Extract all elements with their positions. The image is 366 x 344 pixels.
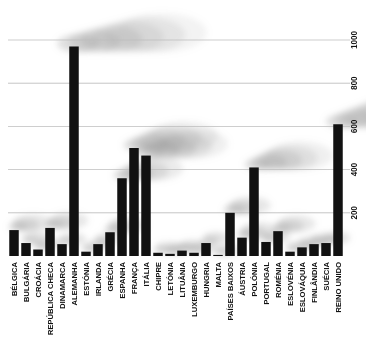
- bar: [45, 227, 55, 256]
- bar: [225, 212, 235, 256]
- x-category-label: PORTUGAL: [262, 262, 271, 305]
- smoke-puff: [49, 212, 89, 229]
- smoke-puff: [116, 12, 207, 53]
- x-category-label: ITÁLIA: [142, 261, 151, 286]
- bar: [309, 244, 319, 256]
- bar: [333, 124, 343, 257]
- x-category-label: REINO UNIDO: [334, 262, 343, 313]
- y-axis-tick-labels: 200 400 600 800 1000: [350, 31, 359, 220]
- bar: [321, 243, 331, 256]
- bar: [261, 241, 271, 256]
- bar: [105, 232, 115, 256]
- bar: [153, 252, 163, 256]
- smoke-puff: [267, 141, 333, 170]
- bar: [177, 250, 187, 256]
- y-tick-label: 400: [350, 162, 359, 176]
- x-axis-category-labels: BÉLGICA BULGÁRIA CROÁCIA REPÚBLICA CHECA DIN…: [10, 261, 343, 335]
- x-category-label: ÁUSTRIA: [238, 261, 247, 295]
- x-category-label: REPÚBLICA CHECA: [46, 261, 55, 335]
- x-category-label: CROÁCIA: [34, 261, 43, 297]
- bar: [237, 237, 247, 256]
- x-category-label: DINAMARCA: [58, 261, 67, 308]
- bar: [81, 251, 91, 256]
- x-category-label: ALEMANHA: [70, 261, 79, 305]
- bar: [165, 253, 175, 256]
- smoke-puff: [161, 129, 229, 159]
- x-category-label: GRÉCIA: [106, 261, 115, 291]
- bar: [93, 244, 103, 256]
- bar: [297, 247, 307, 256]
- x-category-label: ESLOVÉNIA: [286, 261, 295, 305]
- y-tick-label: 1000: [350, 31, 359, 49]
- bar: [285, 251, 295, 256]
- x-category-label: LUXEMBURGO: [190, 262, 199, 317]
- x-category-label: POLÓNIA: [250, 261, 259, 296]
- smoke-puff: [357, 102, 366, 123]
- x-category-label: IRLANDA: [94, 261, 103, 296]
- y-tick-label: 200: [350, 206, 359, 220]
- x-category-label: LITUÂNIA: [178, 261, 187, 297]
- bar: [273, 231, 283, 256]
- bar: [129, 148, 139, 256]
- x-category-label: ESPANHA: [118, 261, 127, 298]
- x-category-label: PAÍSES BAIXOS: [226, 262, 235, 321]
- x-category-label: CHIPRE: [154, 262, 163, 291]
- bar: [117, 178, 127, 256]
- x-category-label: FRANÇA: [130, 261, 139, 294]
- x-category-label: BÉLGICA: [10, 261, 19, 296]
- y-tick-label: 600: [350, 119, 359, 133]
- bar: [249, 167, 259, 256]
- bar: [33, 249, 43, 256]
- x-category-label: BULGÁRIA: [22, 261, 31, 302]
- smoke-decoration: [8, 12, 366, 256]
- bar: [69, 46, 79, 257]
- x-category-label: MALTA: [214, 261, 223, 287]
- bar: [141, 155, 151, 256]
- bar: [201, 243, 211, 256]
- bars: [9, 46, 343, 257]
- bar: [189, 252, 199, 256]
- smoke-puff: [277, 215, 316, 233]
- x-category-label: HUNGRIA: [202, 261, 211, 297]
- x-category-label: ROMÉNIA: [274, 261, 283, 297]
- bar: [9, 230, 19, 256]
- x-category-label: SUÉCIA: [322, 261, 331, 290]
- y-tick-label: 800: [350, 76, 359, 90]
- smoke-puff: [13, 214, 52, 232]
- x-category-label: ESLOVÁQUIA: [298, 261, 307, 312]
- x-category-label: LETÓNIA: [166, 261, 175, 295]
- bar: [213, 254, 223, 256]
- bar: [21, 243, 31, 256]
- bar: [57, 244, 67, 256]
- x-category-label: ESTÓNIA: [82, 261, 91, 295]
- smoke-puff: [203, 231, 231, 244]
- x-category-label: FINLÂNDIA: [310, 261, 319, 302]
- gridlines: [8, 39, 350, 214]
